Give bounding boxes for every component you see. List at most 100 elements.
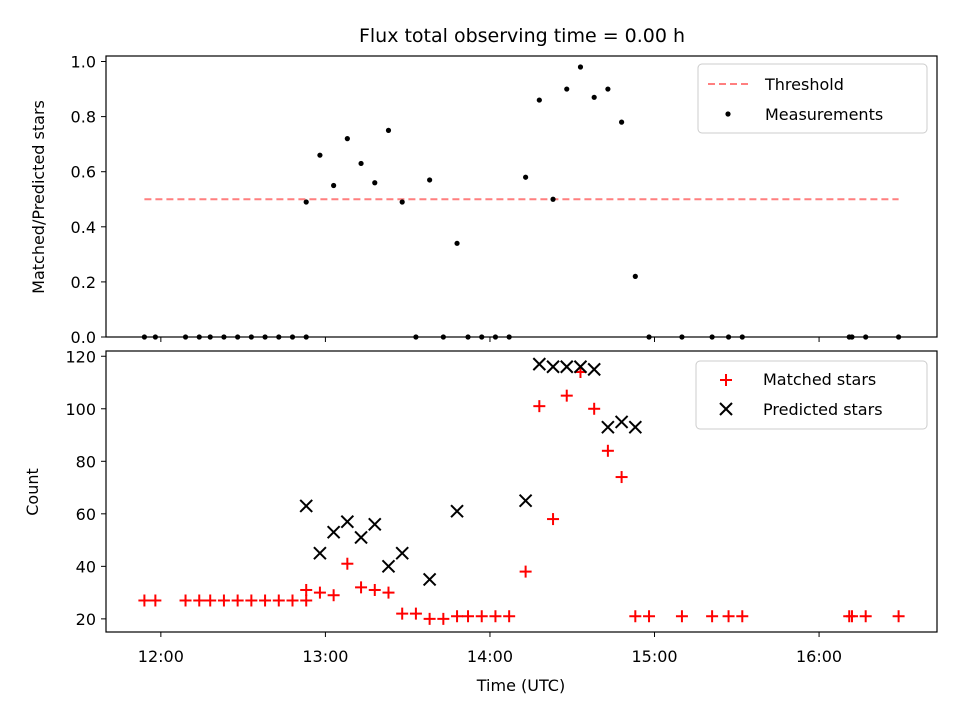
matched-star-point bbox=[313, 586, 326, 599]
matched-star-point bbox=[382, 586, 395, 599]
legend-measurements-label: Measurements bbox=[765, 105, 883, 124]
count-y-tick-label: 20 bbox=[76, 610, 96, 629]
ratio-axes: 0.0 0.2 0.4 0.6 0.8 1.0 bbox=[71, 53, 938, 347]
predicted-star-point bbox=[340, 514, 355, 529]
predicted-star-point bbox=[299, 499, 313, 513]
matched-star-point bbox=[138, 594, 151, 607]
matched-star-point bbox=[547, 513, 560, 526]
measurement-point bbox=[577, 64, 584, 70]
matched-star-point bbox=[451, 610, 464, 623]
count-axes: 20 40 60 80 100 120 12:00 13:00 14:00 15:00 16:00 bbox=[65, 347, 938, 666]
measurement-point bbox=[385, 127, 392, 133]
measurement-point bbox=[523, 174, 529, 180]
predicted-star-stroke-b bbox=[381, 559, 396, 574]
predicted-star-point bbox=[381, 559, 396, 574]
matched-star-point bbox=[409, 607, 422, 620]
top-y-axis-label: Matched/Predicted stars bbox=[29, 100, 48, 294]
predicted-star-stroke-b bbox=[560, 360, 574, 374]
predicted-star-stroke-b bbox=[614, 415, 629, 429]
ratio-legend-frame bbox=[697, 63, 928, 134]
count-y-tick-label: 60 bbox=[76, 505, 96, 524]
predicted-star-point bbox=[560, 360, 574, 374]
matched-star-point bbox=[601, 444, 614, 457]
predicted-star-stroke-b bbox=[450, 504, 464, 518]
ratio-legend: Threshold Measurements bbox=[697, 63, 928, 134]
measurement-point bbox=[619, 119, 625, 125]
matched-star-point bbox=[193, 594, 206, 607]
predicted-star-point bbox=[546, 360, 560, 374]
matched-star-point bbox=[629, 610, 642, 623]
predicted-star-point bbox=[628, 420, 643, 434]
predicted-star-point bbox=[614, 415, 629, 429]
matched-star-point bbox=[722, 610, 735, 623]
matched-star-point bbox=[845, 610, 858, 623]
measurement-point bbox=[427, 177, 433, 183]
matched-star-point bbox=[300, 594, 313, 607]
measurement-point bbox=[550, 196, 556, 202]
matched-star-point bbox=[259, 594, 272, 607]
count-y-tick-label: 40 bbox=[76, 557, 96, 576]
measurement-point bbox=[632, 273, 638, 279]
count-y-tick-label: 100 bbox=[65, 400, 96, 419]
predicted-star-stroke-b bbox=[368, 517, 382, 532]
x-tick-label: 14:00 bbox=[467, 647, 513, 666]
matched-star-point bbox=[149, 594, 162, 607]
matched-star-point bbox=[588, 402, 601, 415]
legend-threshold-label: Threshold bbox=[764, 75, 844, 94]
count-marks bbox=[138, 357, 905, 625]
measurement-point bbox=[454, 240, 460, 246]
matched-star-point bbox=[327, 589, 340, 602]
predicted-star-stroke-b bbox=[546, 360, 560, 374]
matched-star-point bbox=[503, 610, 516, 623]
matched-star-point bbox=[423, 612, 436, 625]
matched-star-point bbox=[615, 471, 628, 484]
predicted-star-stroke-b bbox=[395, 546, 409, 560]
predicted-star-point bbox=[354, 530, 368, 545]
matched-star-point bbox=[245, 594, 258, 607]
predicted-star-point bbox=[450, 504, 464, 518]
ratio-y-tick-label: 0.2 bbox=[71, 273, 96, 292]
legend-measurements-swatch bbox=[725, 111, 731, 117]
matched-star-point bbox=[437, 612, 450, 625]
count-y-tick-label: 80 bbox=[76, 452, 96, 471]
ratio-panel: Matched/Predicted stars 0.0 0.2 0.4 0.6 0.8 1… bbox=[29, 53, 938, 347]
matched-star-point bbox=[179, 594, 192, 607]
predicted-star-stroke-b bbox=[340, 514, 355, 529]
measurement-point bbox=[372, 180, 378, 186]
matched-star-point bbox=[396, 607, 409, 620]
bottom-y-axis-label: Count bbox=[23, 468, 42, 516]
x-tick-label: 15:00 bbox=[631, 647, 677, 666]
matched-star-point bbox=[736, 610, 749, 623]
matched-star-point bbox=[231, 594, 244, 607]
matched-star-point bbox=[368, 583, 381, 596]
matched-star-point bbox=[519, 565, 532, 578]
legend-predicted-swatch bbox=[719, 402, 733, 416]
ratio-y-tick-label: 1.0 bbox=[71, 53, 96, 72]
predicted-star-point bbox=[518, 493, 533, 508]
predicted-star-point bbox=[368, 517, 382, 532]
measurement-point bbox=[344, 136, 350, 142]
matched-star-point bbox=[533, 400, 546, 413]
matched-star-point bbox=[489, 610, 502, 623]
predicted-star-point bbox=[395, 546, 409, 560]
matched-star-point bbox=[286, 594, 299, 607]
predicted-star-point bbox=[422, 572, 437, 587]
measurement-point bbox=[358, 160, 364, 167]
measurement-point bbox=[303, 199, 309, 205]
legend-matched-label: Matched stars bbox=[763, 370, 876, 389]
measurement-point bbox=[536, 97, 542, 103]
measurement-point bbox=[591, 94, 597, 100]
ratio-axes-frame bbox=[105, 55, 938, 338]
ratio-y-tick-label: 0.0 bbox=[71, 328, 96, 347]
matched-star-point bbox=[355, 581, 368, 594]
predicted-star-point bbox=[532, 357, 547, 371]
predicted-star-point bbox=[573, 360, 588, 374]
predicted-star-point bbox=[313, 546, 327, 560]
ratio-y-tick-label: 0.6 bbox=[71, 163, 96, 182]
matched-star-point bbox=[706, 610, 719, 623]
count-legend-frame bbox=[695, 360, 928, 430]
predicted-star-stroke-b bbox=[422, 572, 437, 587]
chart-title: Flux total observing time = 0.00 h bbox=[359, 25, 685, 47]
matched-star-point bbox=[675, 610, 688, 623]
